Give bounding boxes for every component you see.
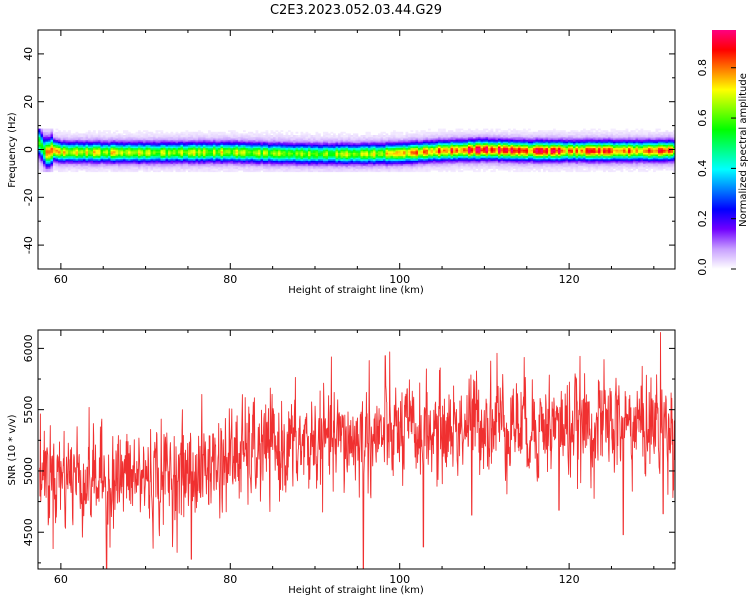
colorbar-tick-label: 0.2 — [696, 210, 709, 228]
y-tick-label: 20 — [22, 95, 35, 109]
y-tick-label: 6000 — [22, 334, 35, 362]
snr-y-axis-label: SNR (10 * v/v) — [7, 414, 18, 485]
colorbar-gradient — [712, 30, 736, 269]
x-tick-label: 120 — [559, 273, 580, 286]
y-tick-label: -40 — [22, 236, 35, 254]
figure-title: C2E3.2023.052.03.44.G29 — [270, 3, 442, 18]
colorbar-ticks: 0.0 0.2 0.4 0.6 0.8 — [696, 59, 736, 276]
x-tick-label: 80 — [223, 273, 237, 286]
colorbar: 0.0 0.2 0.4 0.6 0.8 Normalized spectral ampl… — [696, 30, 749, 276]
colorbar-tick-label: 0.0 — [696, 258, 709, 276]
snr-background — [38, 330, 675, 569]
colorbar-tick-label: 0.6 — [696, 109, 709, 127]
snr-panel: 60 80 100 120 4500 5000 5500 6000 Height of st… — [7, 329, 676, 596]
colorbar-tick-label: 0.4 — [696, 160, 709, 178]
y-tick-label: 5000 — [22, 457, 35, 485]
spectrogram-band — [38, 128, 675, 173]
y-tick-label: 0 — [22, 146, 35, 153]
x-tick-label: 60 — [54, 573, 68, 586]
spectrogram-x-ticks: 60 80 100 120 — [54, 30, 655, 286]
snr-line — [39, 332, 675, 569]
x-tick-label: 100 — [389, 573, 410, 586]
y-tick-label: 4500 — [22, 518, 35, 546]
spectrogram-y-axis-label: Frequency (Hz) — [7, 112, 18, 188]
x-tick-label: 100 — [389, 273, 410, 286]
y-tick-label: 40 — [22, 47, 35, 61]
snr-x-ticks: 60 80 100 120 — [54, 330, 655, 586]
colorbar-label: Normalized spectral amplitude — [738, 73, 749, 227]
y-tick-label: -20 — [22, 188, 35, 206]
spectrogram-x-axis-label: Height of straight line (km) — [288, 285, 424, 296]
x-tick-label: 120 — [559, 573, 580, 586]
x-tick-label: 60 — [54, 273, 68, 286]
spectrogram-panel: 60 80 100 120 40 20 0 -20 -40 Height of straigh… — [7, 29, 676, 296]
x-tick-label: 80 — [223, 573, 237, 586]
snr-y-ticks: 4500 5000 5500 6000 — [22, 334, 675, 564]
spectrogram-y-ticks: 40 20 0 -20 -40 — [22, 29, 675, 270]
colorbar-tick-label: 0.8 — [696, 59, 709, 77]
y-tick-label: 5500 — [22, 396, 35, 424]
snr-x-axis-label: Height of straight line (km) — [288, 585, 424, 596]
snr-frame — [37, 329, 676, 570]
